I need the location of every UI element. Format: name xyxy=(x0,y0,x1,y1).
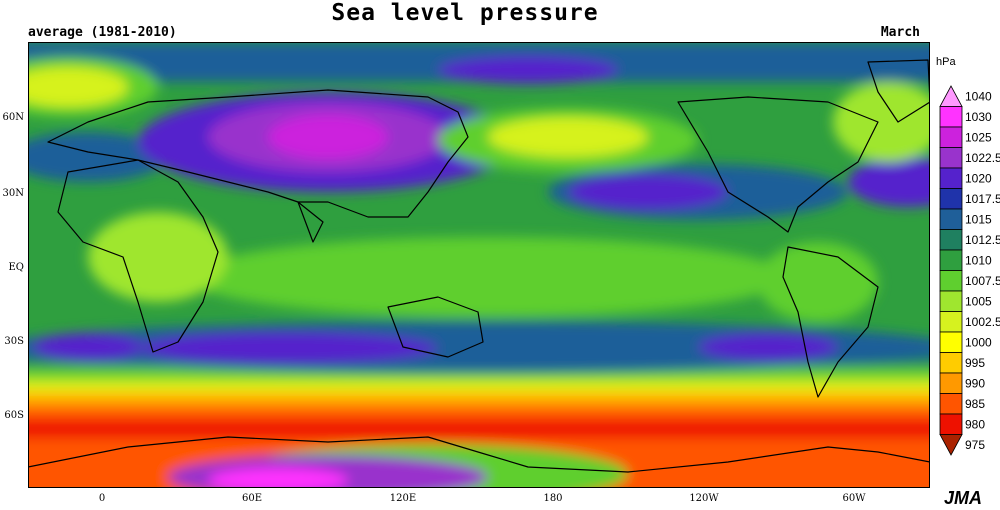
legend-label: 975 xyxy=(965,438,985,452)
lon-label-60e: 60E xyxy=(232,493,272,504)
legend-swatch xyxy=(940,312,962,333)
legend-swatch xyxy=(940,230,962,251)
legend-swatch xyxy=(940,271,962,292)
legend-swatch xyxy=(940,394,962,415)
legend-label: 1017.5 xyxy=(965,192,1000,206)
legend-label: 980 xyxy=(965,417,985,431)
legend-swatch xyxy=(940,168,962,189)
legend-label: 990 xyxy=(965,376,985,390)
lon-label-120w: 120W xyxy=(684,493,724,504)
legend-swatch xyxy=(940,107,962,128)
legend-swatch xyxy=(940,86,962,107)
legend-label: 1020 xyxy=(965,171,992,185)
map-subtitle: average (1981-2010) xyxy=(28,25,177,40)
color-legend: 1040 1030 1025 1022.5 1020 1017.5 1015 1012.5 10… xyxy=(930,56,1000,476)
pressure-map xyxy=(28,42,930,488)
legend-label: 1030 xyxy=(965,110,992,124)
lon-label-0: 0 xyxy=(82,493,122,504)
legend-swatch xyxy=(940,127,962,148)
lat-label-60n: 60N xyxy=(0,112,24,123)
legend-label: 1005 xyxy=(965,294,992,308)
legend-swatch xyxy=(940,353,962,374)
legend-label: 1010 xyxy=(965,253,992,267)
lat-label-30s: 30S xyxy=(0,336,24,347)
legend-label: 1015 xyxy=(965,212,992,226)
legend-swatch xyxy=(940,250,962,271)
legend-label: 1007.5 xyxy=(965,274,1000,288)
legend-swatch xyxy=(940,373,962,394)
legend-swatch xyxy=(940,209,962,230)
lon-label-60w: 60W xyxy=(834,493,874,504)
legend-label: 1040 xyxy=(965,89,992,103)
lat-label-30n: 30N xyxy=(0,188,24,199)
lon-label-180: 180 xyxy=(533,493,573,504)
legend-swatch xyxy=(940,435,962,456)
legend-swatch xyxy=(940,291,962,312)
jma-logo: JMA xyxy=(944,488,982,509)
lon-label-120e: 120E xyxy=(383,493,423,504)
legend-label: 985 xyxy=(965,397,985,411)
lat-label-eq: EQ xyxy=(0,262,24,273)
legend-swatch xyxy=(940,414,962,435)
legend-label: 1012.5 xyxy=(965,233,1000,247)
legend-label: 1002.5 xyxy=(965,315,1000,329)
legend-swatch xyxy=(940,148,962,169)
legend-label: 1000 xyxy=(965,335,992,349)
legend-swatch xyxy=(940,189,962,210)
legend-swatch xyxy=(940,332,962,353)
map-month: March xyxy=(881,25,920,40)
legend-label: 995 xyxy=(965,356,985,370)
legend-label: 1025 xyxy=(965,130,992,144)
map-title: Sea level pressure xyxy=(0,0,930,26)
lat-label-60s: 60S xyxy=(0,410,24,421)
legend-label: 1022.5 xyxy=(965,151,1000,165)
